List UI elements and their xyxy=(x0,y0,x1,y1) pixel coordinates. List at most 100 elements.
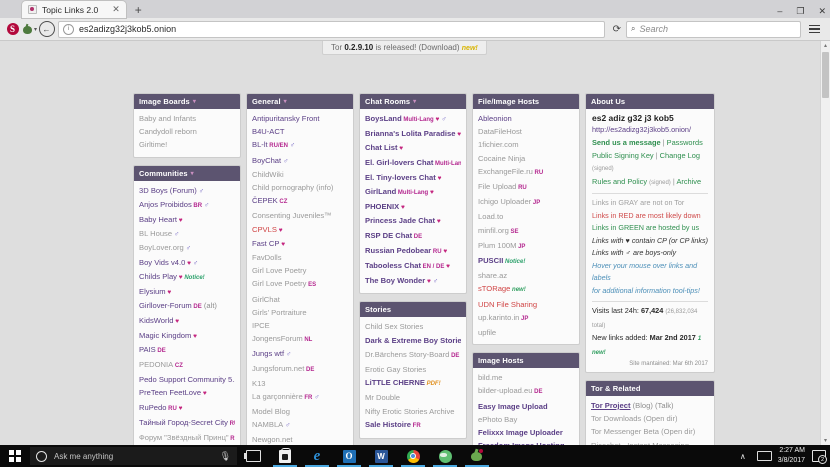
link-row[interactable]: BoyChat ♂ xyxy=(252,154,348,168)
link-label[interactable]: Тайный Город-Secret City xyxy=(139,417,228,427)
link-row[interactable]: Child Sex Stories xyxy=(365,320,461,333)
link-label[interactable]: Ichigo Uploader xyxy=(478,197,532,207)
link-row[interactable]: Newgon.net xyxy=(252,433,348,446)
link-row[interactable]: The Boy Wonder ♥ ♂ xyxy=(365,274,461,288)
link-row[interactable]: minfil.org SE xyxy=(478,224,574,239)
link-row[interactable]: Boy Vids v4.0 ♥ ♂ xyxy=(139,256,235,270)
link-row[interactable]: Elysium ♥ xyxy=(139,285,235,299)
link-label[interactable]: Fast CP xyxy=(252,238,280,248)
link-label[interactable]: up.karinto.in xyxy=(478,312,520,322)
link-label[interactable]: ChildWiki xyxy=(252,169,284,179)
link-row[interactable]: Jungsforum.net DE xyxy=(252,362,348,377)
link-row[interactable]: UDN File Sharing xyxy=(478,298,574,311)
link-label[interactable]: UDN File Sharing xyxy=(478,299,538,309)
link-row[interactable]: Erotic Gay Stories xyxy=(365,363,461,376)
minimize-button[interactable]: – xyxy=(777,6,783,16)
link-row[interactable]: El. Tiny-lovers Chat ♥ xyxy=(365,171,461,185)
link-label[interactable]: Girltime! xyxy=(139,140,168,150)
cortana-search-input[interactable]: Ask me anything 🎙 xyxy=(30,447,237,465)
link-row[interactable]: Candydoll reborn xyxy=(139,125,235,138)
link-row[interactable]: FavDolls xyxy=(252,251,348,264)
link-label[interactable]: La garçonnière xyxy=(252,392,303,402)
link-row[interactable]: Russian Pedobear RU ♥ xyxy=(365,244,461,259)
card-header[interactable]: Communities ▾ xyxy=(134,165,240,181)
link-row[interactable]: ePhoto Bay xyxy=(478,413,574,426)
link-label[interactable]: Baby Heart xyxy=(139,215,177,225)
link-label[interactable]: ePhoto Bay xyxy=(478,414,518,424)
link-row[interactable]: bild.me xyxy=(478,371,574,384)
torbutton-onion-icon[interactable]: ▾ xyxy=(21,21,38,38)
edge-icon[interactable]: e xyxy=(301,445,333,467)
link-label[interactable]: Jungs wtf xyxy=(252,349,285,359)
link-row[interactable]: Plum 100M JP xyxy=(478,239,574,254)
link-label[interactable]: Magic Kingdom xyxy=(139,330,192,340)
link-label[interactable]: Форум "Звёздный Принц" xyxy=(139,433,229,443)
link-row[interactable]: Load.to xyxy=(478,210,574,223)
link-label[interactable]: Girl Love Poetry xyxy=(252,279,307,289)
link-label[interactable]: minfil.org xyxy=(478,225,509,235)
link-row[interactable]: Nifty Erotic Stories Archive xyxy=(365,405,461,418)
link-label[interactable]: El. Tiny-lovers Chat xyxy=(365,172,436,182)
link-label[interactable]: upfile xyxy=(478,328,497,338)
word-icon[interactable]: W xyxy=(365,445,397,467)
link-row[interactable]: 3D Boys (Forum) ♂ xyxy=(139,184,235,198)
link-label[interactable]: Girl Love Poetry xyxy=(252,266,307,276)
link-label[interactable]: PreTeen FeetLove xyxy=(139,388,202,398)
link-row[interactable]: Mr Double xyxy=(365,391,461,404)
link-label[interactable]: Child pornography (info) xyxy=(252,183,334,193)
chevron-down-icon[interactable]: ▾ xyxy=(283,99,287,105)
link-label[interactable]: Erotic Gay Stories xyxy=(365,365,427,375)
link-row[interactable]: Easy Image Upload xyxy=(478,400,574,413)
link-label[interactable]: Russian Pedobear xyxy=(365,245,432,255)
change-log-link[interactable]: Change Log xyxy=(659,150,700,160)
link-row[interactable]: Freedom Image Hosting xyxy=(478,439,574,446)
menu-hamburger-icon[interactable] xyxy=(801,24,826,34)
link-label[interactable]: Tor Downloads (Open dir) xyxy=(591,414,678,424)
link-row[interactable]: RuPedo RU ♥ xyxy=(139,401,235,416)
link-row[interactable]: Consenting Juveniles™ xyxy=(252,209,348,222)
passwords-link[interactable]: Passwords xyxy=(666,138,703,147)
page-scrollbar[interactable]: ▴ ▾ xyxy=(820,41,830,446)
link-label[interactable]: PHOENIX xyxy=(365,202,400,212)
link-row[interactable]: 1fichier.com xyxy=(478,138,574,151)
chrome-icon[interactable] xyxy=(397,445,429,467)
link-label[interactable]: 1fichier.com xyxy=(478,140,519,150)
site-info-icon[interactable]: i xyxy=(63,23,74,35)
link-label[interactable]: Childs Play xyxy=(139,271,177,281)
task-view-icon[interactable] xyxy=(237,445,269,467)
back-button[interactable]: ← xyxy=(38,21,55,38)
link-row[interactable]: Dr.Bärchens Story-Board DE xyxy=(365,348,461,363)
action-center-icon[interactable]: 2 xyxy=(811,445,827,467)
link-label[interactable]: Tor Project xyxy=(591,401,631,410)
link-row[interactable]: KidsWorld ♥ xyxy=(139,314,235,328)
noscript-icon[interactable]: S xyxy=(4,21,21,38)
link-row[interactable]: Childs Play ♥ Notice! xyxy=(139,270,235,285)
link-label[interactable]: Girllover-Forum xyxy=(139,301,192,311)
link-row[interactable]: ČEPEK CZ xyxy=(252,194,348,209)
chevron-down-icon[interactable]: ▾ xyxy=(190,170,194,177)
link-row[interactable]: Baby and Infants xyxy=(139,112,235,125)
link-row[interactable]: up.karinto.in JP xyxy=(478,311,574,326)
scroll-down-arrow[interactable]: ▾ xyxy=(823,438,827,444)
link-label[interactable]: Sale Histoire xyxy=(365,419,412,429)
link-label[interactable]: Easy Image Upload xyxy=(478,401,548,411)
card-header[interactable]: Image Hosts xyxy=(473,353,579,369)
store-icon[interactable] xyxy=(269,445,301,467)
link-label[interactable]: PUSCII xyxy=(478,256,504,266)
link-label[interactable]: RuPedo xyxy=(139,402,167,412)
link-row[interactable]: Girl Love Poetry xyxy=(252,264,348,277)
card-header[interactable]: Image Boards ▾ xyxy=(134,94,240,109)
link-row[interactable]: File Upload RU xyxy=(478,180,574,195)
link-label[interactable]: Jungsforum.net xyxy=(252,363,305,373)
link-label[interactable]: Newgon.net xyxy=(252,434,293,444)
tor-link-row[interactable]: Tor Downloads (Open dir) xyxy=(591,412,709,425)
outlook-icon[interactable]: O xyxy=(333,445,365,467)
link-row[interactable]: K13 xyxy=(252,377,348,390)
card-header[interactable]: General ▾ xyxy=(247,94,353,109)
link-row[interactable]: Antipuritansky Front xyxy=(252,112,348,125)
url-bar[interactable]: i es2adizg32j3kob5.onion xyxy=(58,20,605,38)
link-row[interactable]: Girltime! xyxy=(139,138,235,151)
microphone-icon[interactable]: 🎙 xyxy=(219,450,231,461)
link-row[interactable]: Jungs wtf ♂ xyxy=(252,347,348,361)
chevron-down-icon[interactable]: ▾ xyxy=(413,99,417,105)
